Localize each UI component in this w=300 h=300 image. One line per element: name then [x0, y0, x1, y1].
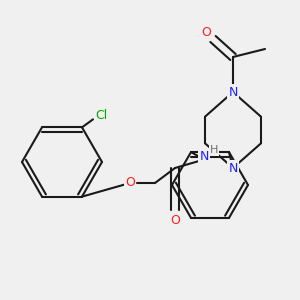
- Text: N: N: [228, 85, 238, 98]
- Text: H: H: [210, 145, 218, 155]
- Text: O: O: [125, 176, 135, 190]
- Text: Cl: Cl: [95, 109, 107, 122]
- Text: O: O: [170, 214, 180, 227]
- Text: N: N: [199, 149, 209, 163]
- Text: O: O: [201, 26, 211, 38]
- Text: N: N: [228, 161, 238, 175]
